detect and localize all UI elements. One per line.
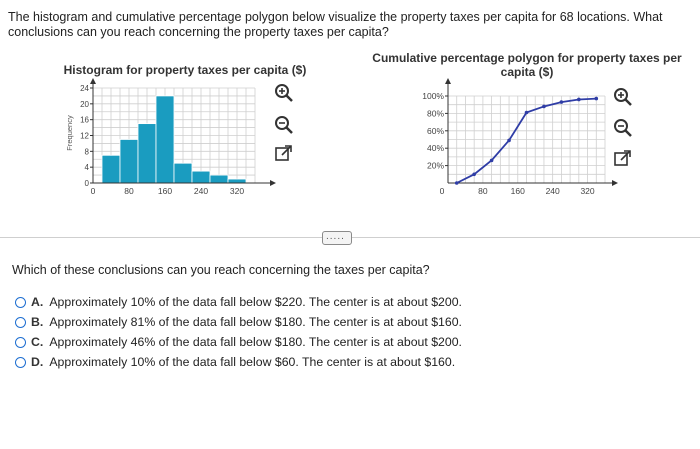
cumulative-polygon-title: Cumulative percentage polygon for proper… bbox=[372, 51, 682, 79]
option-text: Approximately 46% of the data fall below… bbox=[49, 335, 462, 349]
cumulative-point bbox=[577, 97, 581, 102]
option-text: Approximately 81% of the data fall below… bbox=[49, 315, 462, 329]
option-text: Approximately 10% of the data fall below… bbox=[49, 355, 456, 369]
question-text: The histogram and cumulative percentage … bbox=[8, 10, 663, 39]
radio-icon[interactable] bbox=[15, 356, 26, 368]
x-tick-label: 160 bbox=[511, 186, 525, 196]
histogram-bar bbox=[173, 162, 193, 184]
option-text: Approximately 10% of the data fall below… bbox=[49, 295, 462, 309]
y-tick-label: 16 bbox=[80, 116, 89, 125]
x-axis-arrow bbox=[612, 180, 618, 186]
radio-icon[interactable] bbox=[15, 316, 26, 328]
y-tick-label: 24 bbox=[80, 84, 89, 93]
x-tick-label: 240 bbox=[546, 186, 560, 196]
x-tick-label: 240 bbox=[194, 186, 208, 196]
cumulative-point bbox=[472, 172, 476, 177]
option-c[interactable]: C. Approximately 46% of the data fall be… bbox=[15, 334, 462, 350]
cumulative-point bbox=[489, 158, 494, 163]
option-a[interactable]: A. Approximately 10% of the data fall be… bbox=[15, 294, 462, 310]
external-link-icon[interactable] bbox=[273, 143, 295, 165]
x-tick-label: 0 bbox=[91, 186, 96, 196]
y-axis-arrow bbox=[90, 78, 96, 84]
expand-dots: ..... bbox=[326, 231, 345, 242]
x-axis-arrow bbox=[270, 180, 276, 186]
y-tick-label: 20% bbox=[427, 161, 444, 171]
histogram-bar bbox=[119, 139, 139, 184]
histogram-bar bbox=[191, 170, 211, 184]
y-tick-label: 80% bbox=[427, 108, 444, 118]
option-letter: D. bbox=[31, 355, 44, 369]
y-tick-label: 100% bbox=[422, 91, 444, 101]
x-tick-label: 0 bbox=[440, 186, 445, 196]
cumulative-point bbox=[559, 100, 564, 104]
zoom-out-icon[interactable] bbox=[273, 114, 295, 136]
radio-icon[interactable] bbox=[15, 336, 26, 348]
option-letter: A. bbox=[31, 295, 44, 309]
histogram-bar bbox=[227, 178, 247, 184]
zoom-out-icon[interactable] bbox=[612, 117, 634, 139]
x-tick-label: 320 bbox=[580, 186, 594, 196]
cumulative-point bbox=[542, 104, 546, 109]
option-letter: C. bbox=[31, 335, 44, 349]
cumulative-point bbox=[507, 138, 511, 143]
radio-icon[interactable] bbox=[15, 296, 26, 308]
y-tick-label: 12 bbox=[80, 132, 89, 141]
x-tick-label: 160 bbox=[158, 186, 172, 196]
cumulative-point bbox=[594, 96, 599, 101]
external-link-icon[interactable] bbox=[612, 148, 634, 170]
cumulative-point bbox=[454, 181, 459, 185]
cumulative-point bbox=[524, 110, 529, 115]
zoom-in-icon[interactable] bbox=[273, 82, 295, 104]
zoom-in-icon[interactable] bbox=[612, 86, 634, 108]
x-tick-label: 80 bbox=[124, 186, 134, 196]
y-tick-label: 0 bbox=[85, 179, 90, 188]
histogram-bar bbox=[155, 95, 175, 184]
y-axis-label: Frequency bbox=[65, 115, 74, 151]
histogram-title: Histogram for property taxes per capita … bbox=[63, 63, 307, 77]
answer-options: A. Approximately 10% of the data fall be… bbox=[15, 294, 462, 374]
y-tick-label: 20 bbox=[80, 100, 89, 109]
x-tick-label: 80 bbox=[478, 186, 488, 196]
histogram-bar bbox=[209, 174, 229, 184]
y-tick-label: 60% bbox=[427, 126, 444, 136]
option-b[interactable]: B. Approximately 81% of the data fall be… bbox=[15, 314, 462, 330]
y-tick-label: 8 bbox=[85, 147, 90, 156]
y-tick-label: 4 bbox=[85, 163, 90, 172]
histogram-bar bbox=[137, 123, 157, 184]
option-letter: B. bbox=[31, 315, 44, 329]
y-tick-label: 40% bbox=[427, 143, 444, 153]
option-d[interactable]: D. Approximately 10% of the data fall be… bbox=[15, 354, 462, 370]
expand-button[interactable]: ..... bbox=[322, 231, 352, 245]
answer-prompt: Which of these conclusions can you reach… bbox=[12, 263, 430, 277]
y-axis-arrow bbox=[445, 78, 451, 84]
histogram-bar bbox=[101, 154, 121, 184]
x-tick-label: 320 bbox=[230, 186, 244, 196]
cumulative-polygon-chart: 20% 40% 60% 80% 100% 0 80 160 240 320 bbox=[422, 78, 618, 196]
